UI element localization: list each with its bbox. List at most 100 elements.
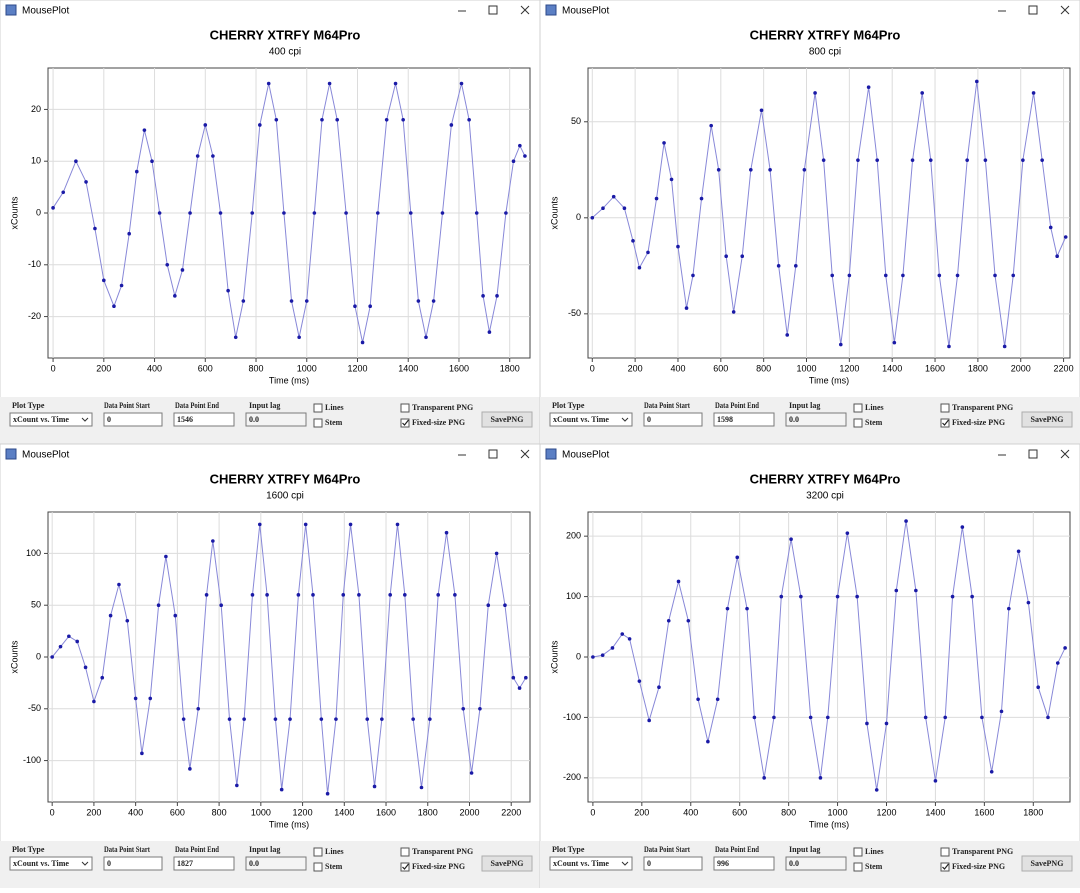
lag-input[interactable]: [785, 412, 847, 427]
data-point: [181, 717, 186, 721]
y-tick-label: 20: [31, 104, 41, 114]
plot-type-select[interactable]: [549, 412, 633, 427]
save-button[interactable]: [481, 411, 533, 428]
data-point: [282, 211, 286, 215]
checkbox-label: Stem: [325, 862, 343, 871]
checkbox[interactable]: [940, 418, 950, 428]
checkbox[interactable]: [400, 403, 410, 413]
end-input[interactable]: [713, 856, 775, 871]
x-tick-label: 0: [590, 807, 595, 817]
data-point: [440, 211, 445, 215]
x-tick-label: 400: [128, 807, 143, 817]
checkbox[interactable]: [400, 418, 410, 428]
data-point: [258, 123, 262, 127]
data-point: [835, 594, 840, 599]
close-button[interactable]: [520, 5, 530, 15]
data-point: [980, 715, 984, 720]
end-value: 996: [717, 859, 729, 868]
close-button[interactable]: [1060, 5, 1070, 15]
end-input[interactable]: [173, 856, 235, 871]
checkbox[interactable]: [940, 403, 950, 413]
maximize-button[interactable]: [1028, 449, 1038, 459]
window-title: MousePlot: [562, 450, 609, 461]
checkbox[interactable]: [853, 862, 863, 872]
checkbox[interactable]: [940, 847, 950, 857]
end-input[interactable]: [173, 412, 235, 427]
data-point: [348, 522, 353, 527]
data-point: [637, 265, 642, 270]
x-tick-label: 1600: [449, 363, 469, 373]
data-point: [759, 108, 764, 113]
save-button[interactable]: [1021, 411, 1073, 428]
data-point: [372, 784, 377, 789]
checkbox[interactable]: [313, 418, 323, 428]
maximize-button[interactable]: [1028, 5, 1038, 15]
checkbox[interactable]: [313, 847, 323, 857]
data-point: [947, 344, 951, 349]
plot-type-select[interactable]: [9, 856, 93, 871]
end-label: Data Point End: [175, 401, 219, 410]
save-button[interactable]: [481, 855, 533, 872]
end-input[interactable]: [713, 412, 775, 427]
window: MousePlot CHERRY XTRFY M64Pro 400 cpi Time …: [0, 0, 541, 445]
x-tick-label: 1800: [418, 807, 438, 817]
plot-area: [587, 67, 1071, 359]
data-point: [436, 593, 440, 597]
data-point: [752, 715, 757, 720]
plot-type-label: Plot Type: [12, 401, 45, 410]
data-point: [241, 299, 246, 303]
lag-input[interactable]: [245, 412, 307, 427]
data-point: [474, 211, 479, 215]
data-point: [838, 342, 843, 347]
checkbox[interactable]: [313, 862, 323, 872]
start-input[interactable]: [103, 856, 163, 871]
check-mark: [942, 419, 949, 426]
data-point: [486, 603, 491, 608]
app-icon: [545, 448, 557, 460]
data-point: [950, 594, 955, 599]
data-point: [411, 717, 415, 721]
data-point: [504, 211, 508, 215]
data-point: [164, 554, 168, 559]
plot-type-select[interactable]: [549, 856, 633, 871]
data-point: [1021, 158, 1025, 162]
checkbox-label: Stem: [865, 862, 883, 871]
lag-input[interactable]: [245, 856, 307, 871]
chart-subtitle: 3200 cpi: [806, 491, 844, 502]
data-point: [51, 206, 55, 210]
x-tick-label: 2200: [501, 807, 521, 817]
close-button[interactable]: [520, 449, 530, 459]
start-value: 0: [647, 859, 651, 868]
checkbox[interactable]: [400, 847, 410, 857]
data-point: [813, 91, 817, 95]
checkbox[interactable]: [313, 403, 323, 413]
maximize-button[interactable]: [488, 5, 498, 15]
data-point: [487, 330, 492, 334]
data-point: [204, 593, 209, 597]
x-tick-label: 1200: [347, 363, 367, 373]
start-input[interactable]: [643, 856, 703, 871]
data-point: [227, 717, 232, 721]
app-icon: [5, 4, 17, 16]
checkbox[interactable]: [853, 847, 863, 857]
lag-input[interactable]: [785, 856, 847, 871]
maximize-button[interactable]: [488, 449, 498, 459]
data-point: [327, 81, 332, 86]
checkbox[interactable]: [940, 862, 950, 872]
checkbox[interactable]: [853, 403, 863, 413]
plot-type-select[interactable]: [9, 412, 93, 427]
start-input[interactable]: [643, 412, 703, 427]
data-point: [344, 211, 348, 215]
y-tick-label: 50: [31, 600, 41, 610]
data-point: [731, 310, 736, 314]
checkbox[interactable]: [400, 862, 410, 872]
data-point: [58, 644, 63, 649]
data-point: [1026, 600, 1031, 605]
data-point: [380, 717, 384, 721]
checkbox[interactable]: [853, 418, 863, 428]
data-point: [453, 593, 457, 597]
data-point: [61, 190, 66, 195]
save-button[interactable]: [1021, 855, 1073, 872]
close-button[interactable]: [1060, 449, 1070, 459]
start-input[interactable]: [103, 412, 163, 427]
